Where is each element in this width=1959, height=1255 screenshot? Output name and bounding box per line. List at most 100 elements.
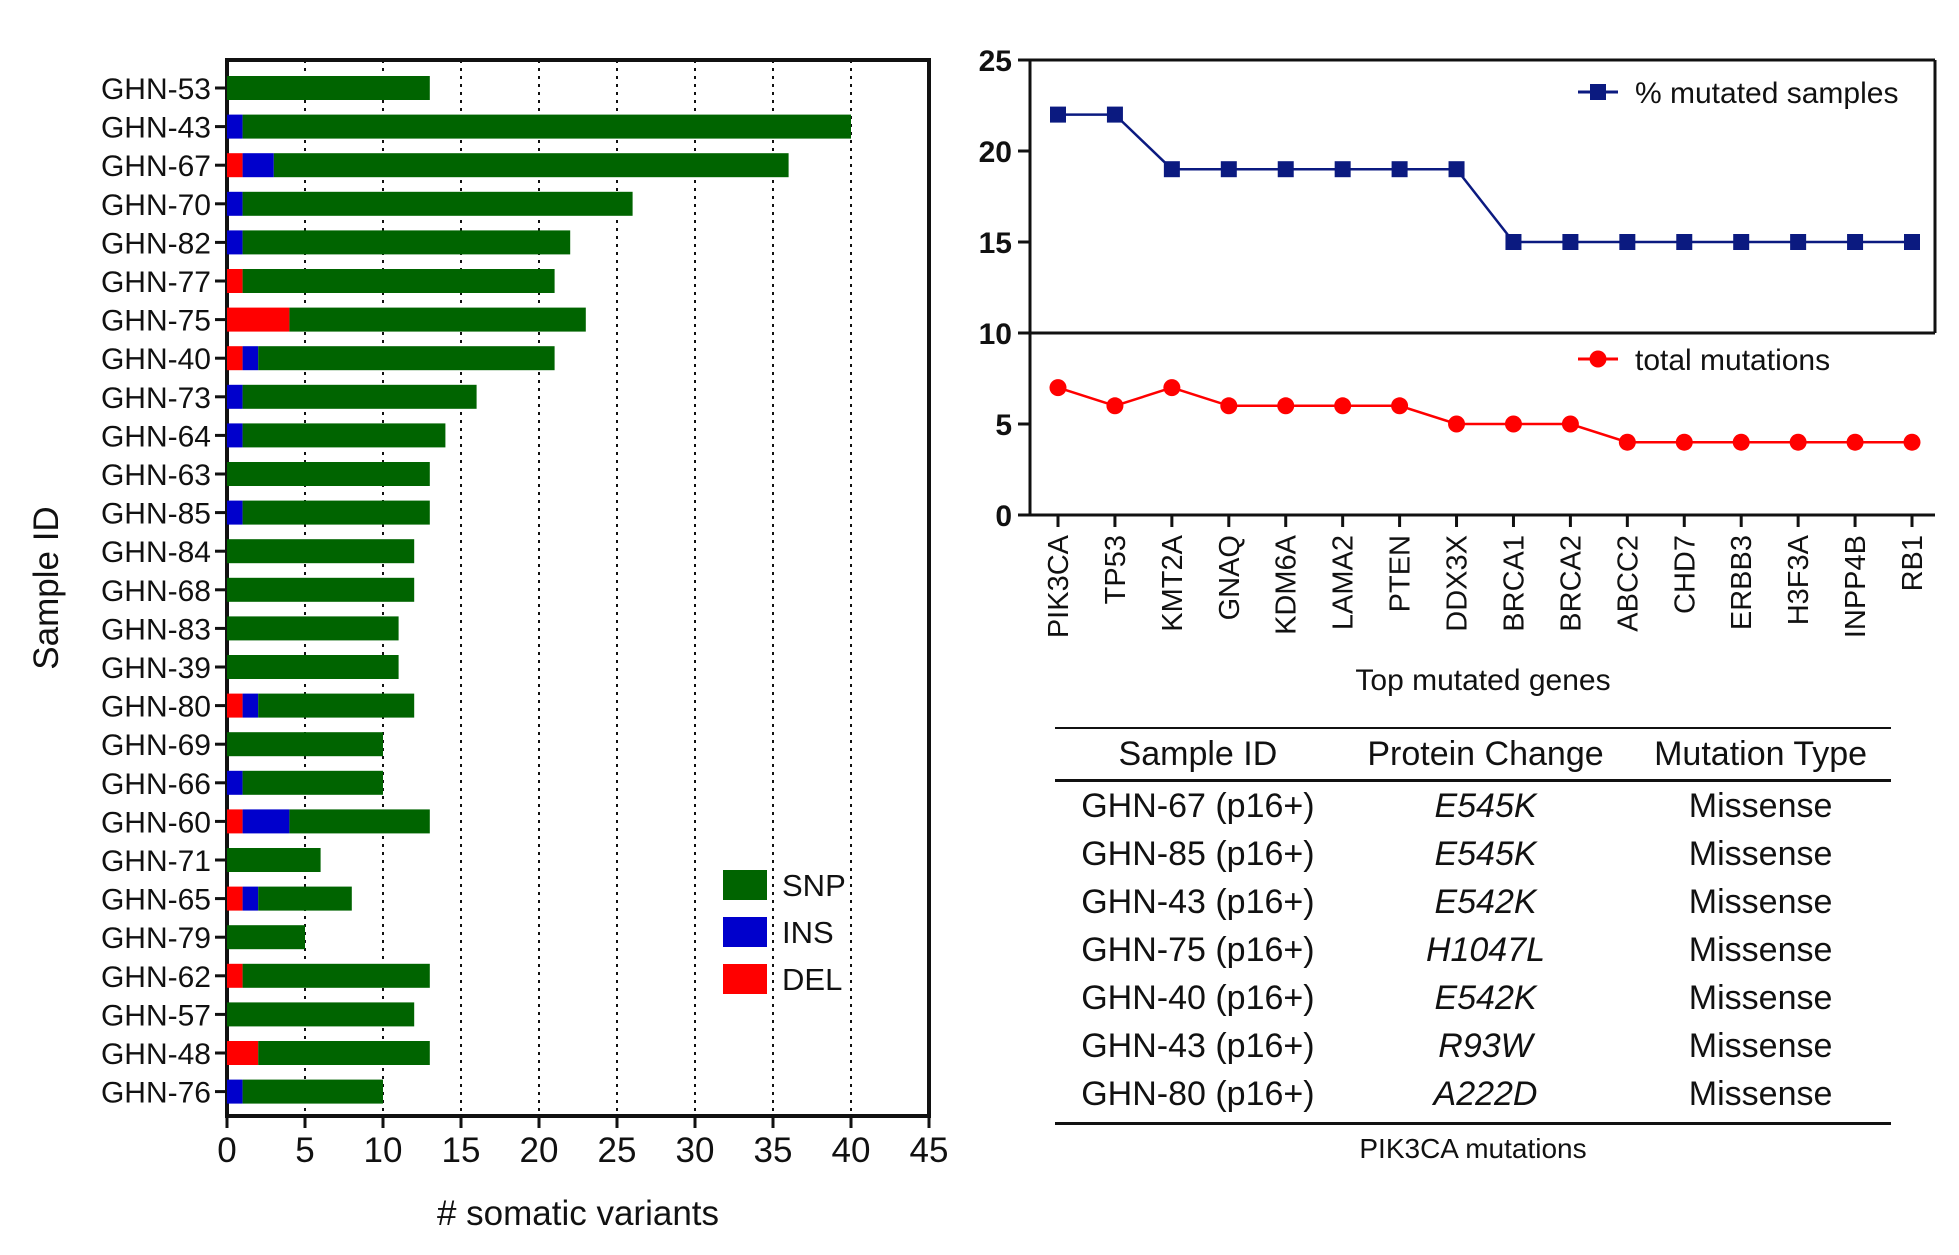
series-point-square [1220, 161, 1237, 178]
cell-sample-id: GHN-67 (p16+) [1081, 786, 1315, 825]
y-tick-label: GHN-39 [101, 652, 211, 685]
bar-segment-ins [227, 1079, 243, 1104]
series-line-1 [1057, 386, 1912, 444]
series-point-circle [1163, 379, 1181, 397]
series-point-square [1619, 234, 1636, 250]
bar-segment-snp [289, 307, 586, 332]
line-chart: 0 5 10 15 20 25 PIK3CA TP53 KMT2A GNAQ KDM6A LAMA2 P… [979, 45, 1937, 697]
series-point-square [1733, 234, 1750, 250]
y-tick-label: GHN-65 [101, 884, 211, 917]
line-chart-series [1049, 106, 1921, 451]
y-tick-label: 15 [979, 227, 1012, 260]
legend-swatch-ins [723, 917, 767, 947]
cell-sample-id: GHN-43 (p16+) [1081, 1026, 1315, 1065]
series-point-square [1562, 234, 1579, 250]
series-point-circle [1903, 433, 1921, 451]
series-point-square [1050, 106, 1066, 123]
x-tick-label: 30 [676, 1131, 715, 1170]
cell-sample-id: GHN-75 (p16+) [1081, 930, 1315, 969]
y-tick-label: GHN-66 [101, 768, 211, 801]
x-tick-label: CHD7 [1669, 535, 1701, 614]
cell-mutation-type: Missense [1688, 930, 1833, 969]
cell-mutation-type: Missense [1688, 1026, 1833, 1065]
series-point-circle [1049, 379, 1067, 397]
bar-segment-snp [227, 577, 415, 602]
table-caption: PIK3CA mutations [1359, 1133, 1587, 1164]
y-tick-label: GHN-40 [101, 343, 211, 376]
bar-segment-snp [242, 770, 383, 795]
y-tick-label: GHN-43 [101, 112, 211, 145]
line-chart-x-axis-title: Top mutated genes [1355, 664, 1610, 697]
table-row: GHN-75 (p16+) H1047L Missense [1055, 926, 1891, 974]
bar-segment-ins [227, 230, 243, 255]
series-point-circle [1334, 397, 1352, 415]
series-point-square [1391, 161, 1408, 178]
y-tick-label: GHN-62 [101, 961, 211, 994]
cell-protein-change: H1047L [1425, 930, 1546, 969]
y-tick-label: GHN-64 [101, 420, 211, 453]
y-tick-label: GHN-57 [101, 999, 211, 1032]
legend-label-del: DEL [782, 962, 842, 997]
y-tick-label: 5 [995, 409, 1012, 442]
line-chart-axes: 0 5 10 15 20 25 PIK3CA TP53 KMT2A GNAQ KDM6A LAMA2 P… [979, 45, 1937, 638]
legend-swatch-del [723, 964, 767, 994]
x-tick-label: H3F3A [1783, 534, 1815, 625]
bar-chart-x-axis-title: # somatic variants [437, 1194, 719, 1233]
bar-segment-snp [227, 925, 305, 950]
series-point-square [1277, 161, 1294, 178]
cell-mutation-type: Missense [1688, 786, 1833, 825]
y-tick-label: GHN-48 [101, 1038, 211, 1071]
series-point-square [1106, 106, 1123, 123]
bar-segment-snp [227, 655, 399, 679]
y-tick-label: 10 [979, 318, 1012, 351]
table-row: GHN-67 (p16+) E545K Missense [1055, 781, 1891, 831]
bar-segment-snp [227, 616, 399, 641]
bar-segment-snp [227, 539, 415, 564]
bar-segment-snp [242, 114, 852, 139]
table-header-row: Sample ID Protein Change Mutation Type [1055, 728, 1891, 781]
series-point-circle [1789, 433, 1807, 451]
x-tick-label: 25 [598, 1131, 637, 1170]
table-row: GHN-43 (p16+) E542K Missense [1055, 878, 1891, 926]
column-header-sample-id: Sample ID [1118, 734, 1278, 773]
series-point-circle [1504, 415, 1522, 433]
x-tick-label: 15 [442, 1131, 481, 1170]
y-tick-label: 25 [979, 45, 1012, 78]
y-tick-label: GHN-73 [101, 382, 211, 415]
y-tick-label: GHN-68 [101, 575, 211, 608]
cell-protein-change: E542K [1434, 978, 1537, 1017]
bar-chart-x-axis: 0 5 10 15 20 25 30 35 40 45 [217, 1116, 948, 1170]
bar-segment-ins [242, 886, 259, 911]
bar-chart-y-axis: GHN-53 GHN-43 GHN-67 GHN-70 GHN-82 GHN-77 GHN-… [101, 73, 227, 1110]
bar-segment-snp [289, 809, 430, 834]
y-tick-label: GHN-85 [101, 498, 211, 531]
bar-chart-legend: SNP INS DEL [723, 868, 846, 997]
cell-sample-id: GHN-80 (p16+) [1081, 1074, 1315, 1113]
bar-segment-ins [227, 114, 243, 139]
bar-segment-del [227, 886, 243, 911]
table-bottom-rule [1055, 1122, 1891, 1125]
bar-segment-ins [227, 191, 243, 216]
cell-sample-id: GHN-85 (p16+) [1081, 834, 1315, 873]
series-point-square [1505, 234, 1522, 250]
bar-segment-del [227, 269, 243, 293]
series-point-circle [1277, 397, 1295, 415]
y-tick-label: GHN-67 [101, 150, 211, 183]
table-row: GHN-40 (p16+) E542K Missense [1055, 974, 1891, 1022]
bar-segment-snp [227, 1002, 415, 1027]
y-tick-label: GHN-53 [101, 73, 211, 106]
y-tick-label: GHN-76 [101, 1077, 211, 1110]
bar-segment-del [227, 1041, 259, 1065]
x-tick-label: GNAQ [1214, 535, 1246, 620]
y-tick-label: GHN-69 [101, 729, 211, 762]
series-point-circle [1106, 397, 1124, 415]
bar-segment-snp [227, 848, 321, 872]
series-point-square [1790, 234, 1807, 250]
legend-label-snp: SNP [782, 868, 846, 903]
bar-segment-snp [273, 153, 789, 178]
cell-mutation-type: Missense [1688, 882, 1833, 921]
series-point-square [1334, 161, 1351, 178]
series-line-0 [1058, 113, 1912, 244]
x-tick-label: KMT2A [1157, 534, 1189, 631]
